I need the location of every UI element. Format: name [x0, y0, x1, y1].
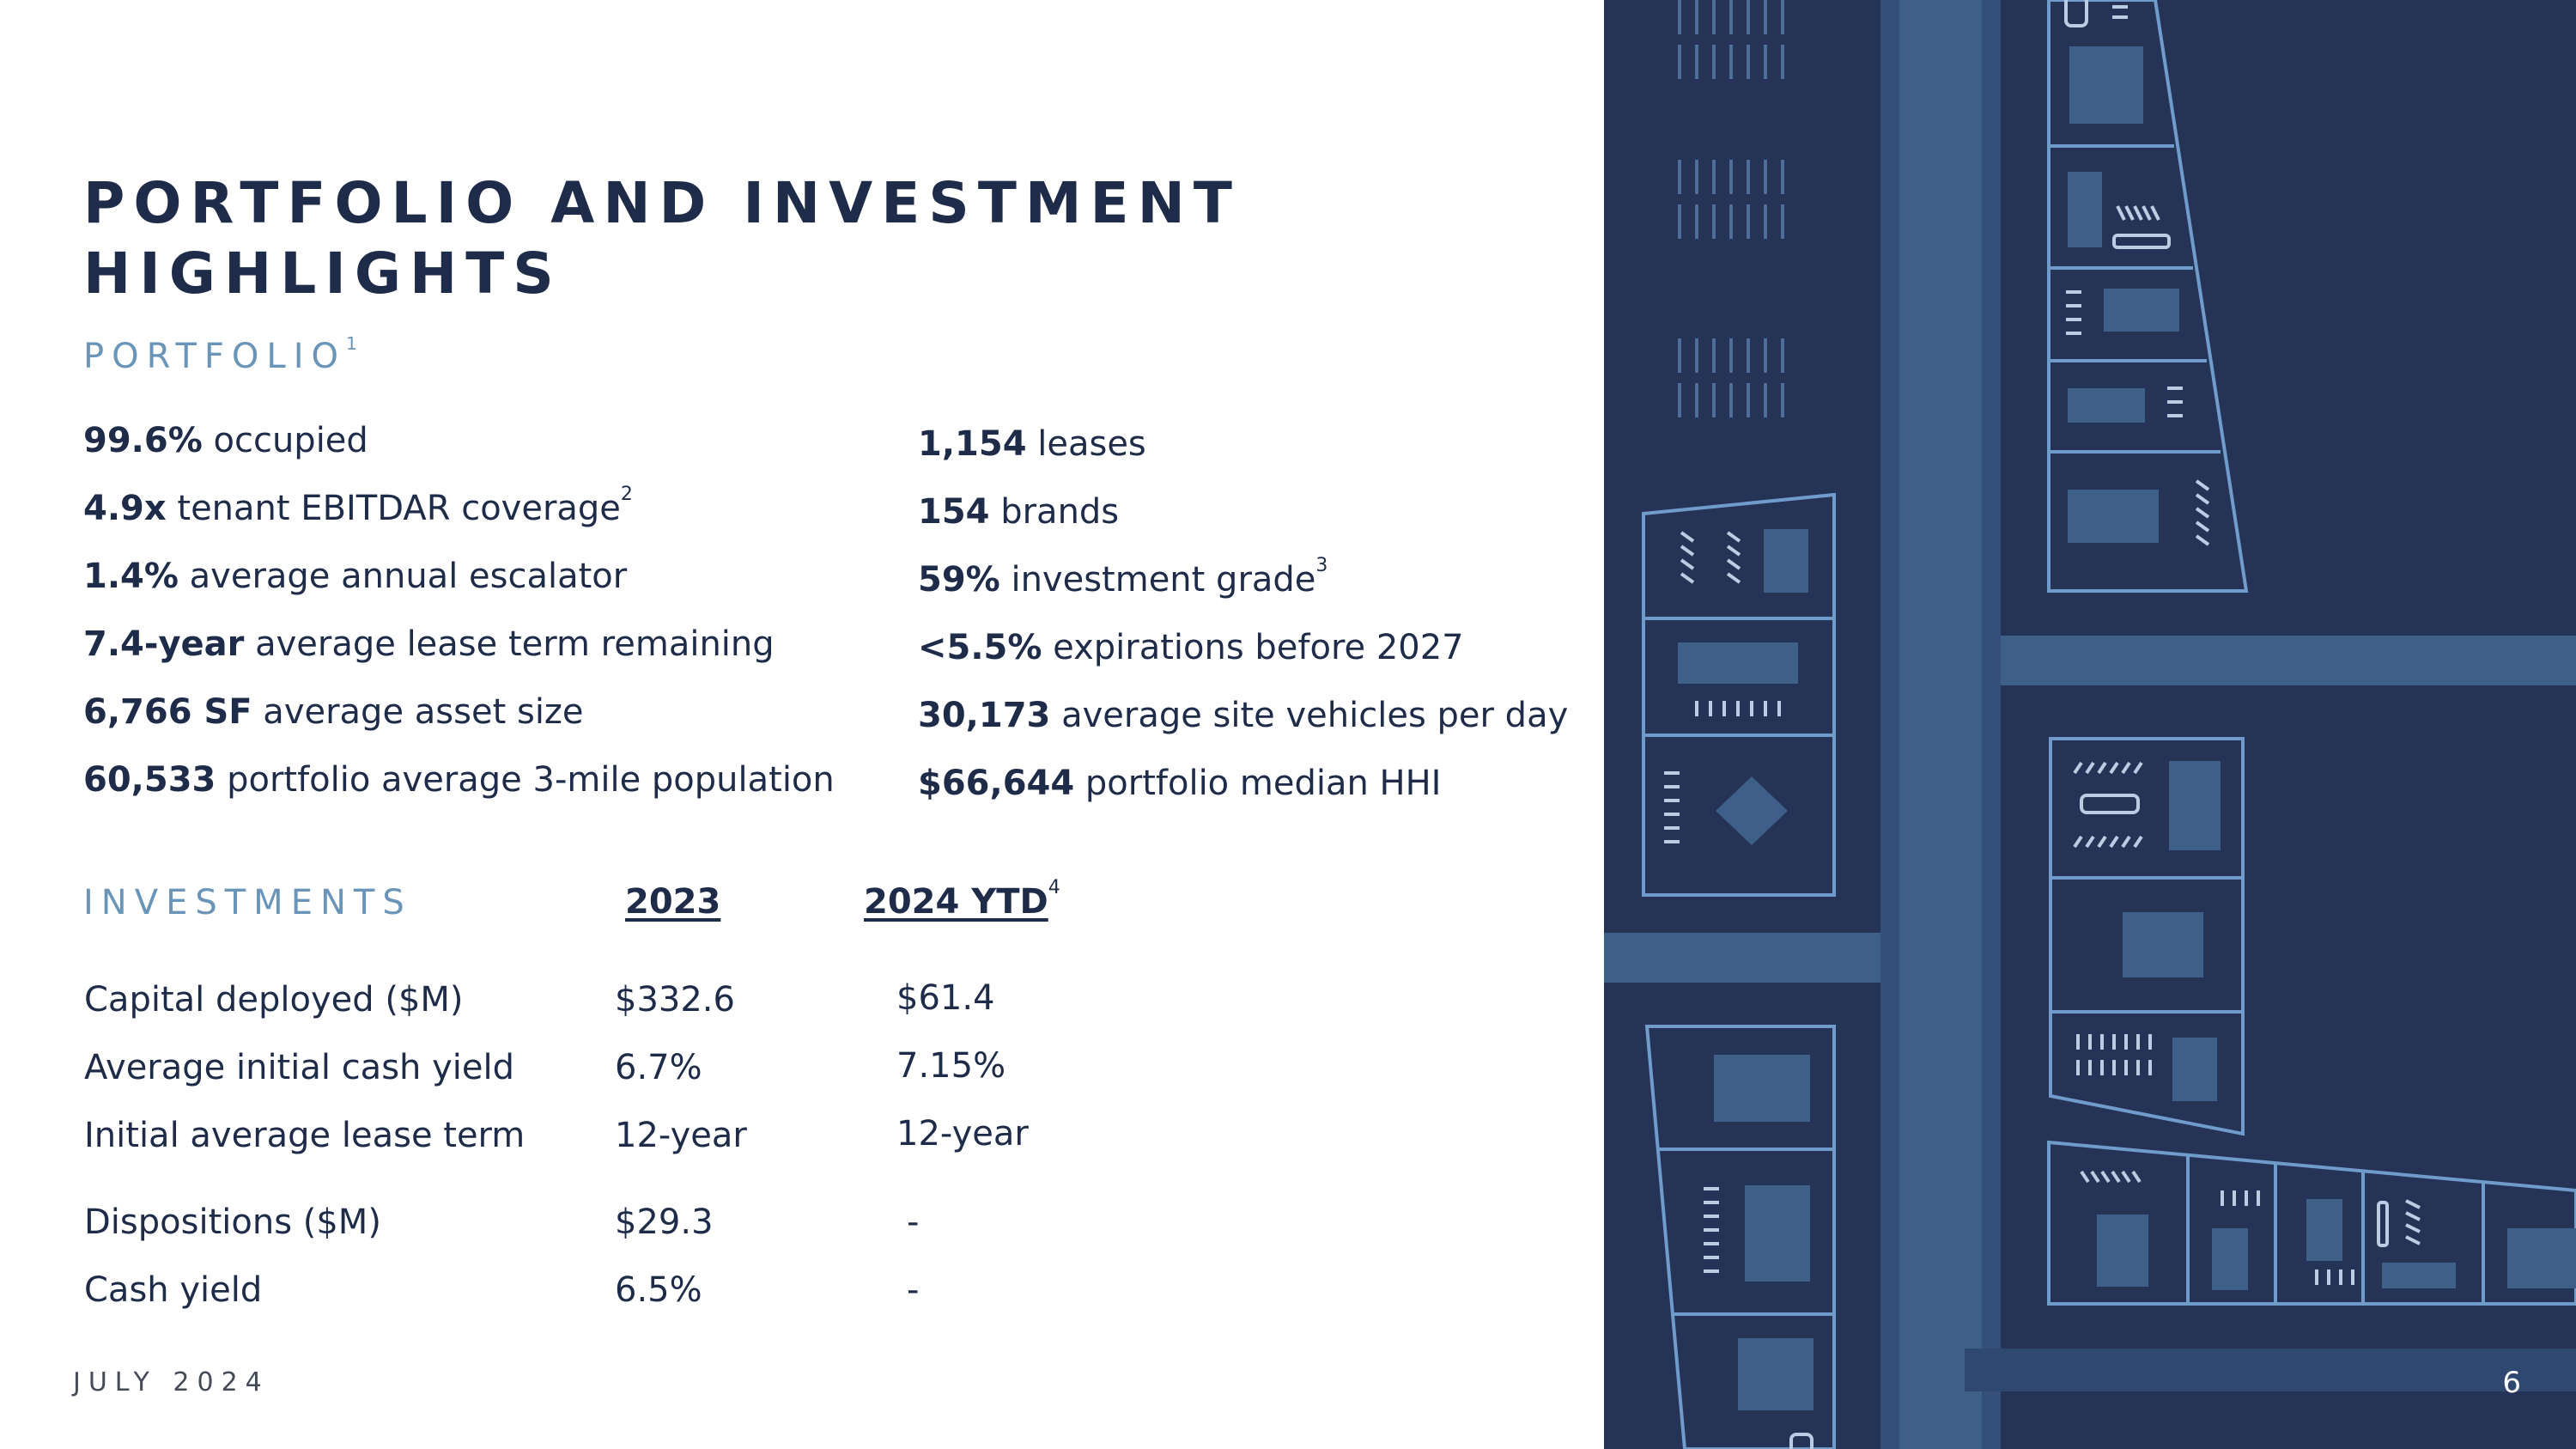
stat-value: 1,154: [918, 424, 1027, 464]
cell-2024: $61.4: [896, 978, 995, 1018]
column-header-2023: 2023: [625, 882, 721, 922]
stat-population: 60,533 portfolio average 3-mile populati…: [83, 760, 835, 800]
stat-asset-size: 6,766 SF average asset size: [83, 692, 584, 732]
stat-ebitdar-coverage: 4.9x tenant EBITDAR coverage2: [83, 484, 633, 528]
stat-median-hhi: $66,644 portfolio median HHI: [918, 764, 1441, 803]
stat-lease-term: 7.4-year average lease term remaining: [83, 624, 775, 664]
stat-value: <5.5%: [918, 628, 1042, 667]
cell-2023: 6.7%: [615, 1048, 702, 1087]
row-label: Dispositions ($M): [84, 1202, 381, 1242]
stat-escalator: 1.4% average annual escalator: [83, 557, 627, 596]
stat-text: tenant EBITDAR coverage: [166, 489, 621, 528]
stat-value: 30,173: [918, 696, 1051, 735]
column-header-2024-ytd: 2024 YTD4: [864, 877, 1060, 922]
stat-vehicles: 30,173 average site vehicles per day: [918, 696, 1568, 735]
stat-leases: 1,154 leases: [918, 424, 1146, 464]
stat-brands: 154 brands: [918, 492, 1119, 532]
cell-2024: 7.15%: [896, 1046, 1006, 1086]
stat-text: expirations before 2027: [1042, 628, 1464, 667]
row-label: Capital deployed ($M): [84, 980, 464, 1020]
row-label: Initial average lease term: [84, 1116, 526, 1155]
stat-occupied: 99.6% occupied: [83, 421, 368, 460]
cell-2023: $332.6: [615, 980, 735, 1020]
stat-text: average annual escalator: [178, 557, 628, 596]
stat-value: 1.4%: [83, 557, 179, 596]
footer-date: JULY 2024: [73, 1367, 270, 1397]
stat-value: 7.4-year: [83, 624, 245, 664]
cell-2024: -: [907, 1202, 920, 1242]
row-label: Average initial cash yield: [84, 1048, 514, 1087]
stat-text: average asset size: [252, 692, 584, 732]
column-header-text: 2024 YTD: [864, 882, 1048, 922]
row-label: Cash yield: [84, 1270, 263, 1310]
column-header-footnote: 4: [1048, 877, 1060, 898]
stat-text: leases: [1026, 424, 1146, 464]
stat-text: portfolio median HHI: [1074, 764, 1442, 803]
stat-value: $66,644: [918, 764, 1075, 803]
site-plan-illustration: [1604, 0, 2576, 1449]
stat-expirations: <5.5% expirations before 2027: [918, 628, 1464, 667]
page-title: PORTFOLIO AND INVESTMENT HIGHLIGHTS: [83, 170, 1241, 307]
investments-section-label: INVESTMENTS: [83, 883, 412, 922]
stat-value: 6,766 SF: [83, 692, 252, 732]
cell-2023: 12-year: [615, 1116, 747, 1155]
stat-value: 59%: [918, 560, 1000, 600]
stat-text: portfolio average 3-mile population: [216, 760, 835, 800]
portfolio-section-label: PORTFOLIO1: [83, 333, 357, 376]
cell-2024: 12-year: [896, 1114, 1029, 1154]
page-number: 6: [2502, 1366, 2521, 1400]
cell-2023: $29.3: [615, 1202, 714, 1242]
stat-value: 60,533: [83, 760, 216, 800]
stat-text: brands: [989, 492, 1120, 532]
stat-investment-grade: 59% investment grade3: [918, 555, 1327, 600]
stat-footnote: 2: [620, 484, 633, 505]
stat-value: 154: [918, 492, 990, 532]
cell-2023: 6.5%: [615, 1270, 702, 1310]
stat-text: average site vehicles per day: [1050, 696, 1569, 735]
portfolio-label-text: PORTFOLIO: [83, 337, 346, 376]
stat-text: average lease term remaining: [244, 624, 775, 664]
stat-value: 4.9x: [83, 489, 167, 528]
portfolio-footnote: 1: [345, 333, 357, 354]
stat-text: occupied: [202, 421, 368, 460]
stat-footnote: 3: [1315, 555, 1328, 576]
cell-2024: -: [907, 1270, 920, 1310]
stat-value: 99.6%: [83, 421, 203, 460]
stat-text: investment grade: [999, 560, 1316, 600]
